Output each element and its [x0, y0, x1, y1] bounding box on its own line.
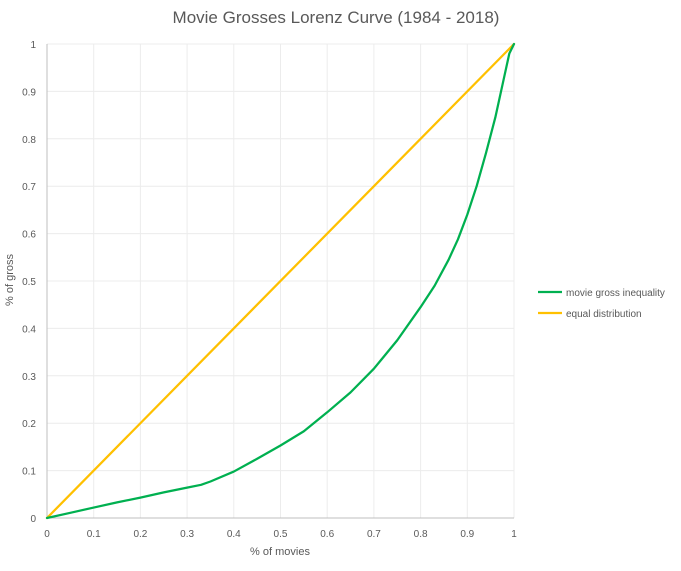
y-tick-label: 0.7: [22, 182, 36, 193]
series: [45, 42, 516, 520]
y-tick-label: 1: [30, 40, 36, 51]
y-axis-label: % of gross: [4, 254, 16, 306]
x-tick-label: 0: [44, 529, 50, 540]
series-line-equal-distribution: [45, 42, 516, 520]
y-tick-label: 0.3: [22, 372, 36, 383]
y-tick-label: 0.2: [22, 419, 36, 430]
x-tick-label: 0.2: [133, 529, 147, 540]
x-tick-label: 0.3: [180, 529, 194, 540]
series-line-movie-gross-inequality: [45, 42, 516, 520]
x-tick-label: 0.7: [367, 529, 381, 540]
y-tick-label: 0.9: [22, 87, 36, 98]
y-tick-label: 0.5: [22, 277, 36, 288]
x-tick-label: 0.8: [414, 529, 428, 540]
legend-label: movie gross inequality: [566, 288, 665, 299]
axes: [46, 44, 514, 519]
y-tick-label: 0.1: [22, 467, 36, 478]
y-tick-label: 0: [30, 514, 36, 525]
grid: [47, 43, 515, 518]
x-tick-label: 1: [511, 529, 517, 540]
x-tick-label: 0.4: [227, 529, 241, 540]
x-tick-label: 0.9: [460, 529, 474, 540]
x-tick-label: 0.6: [320, 529, 334, 540]
x-tick-label: 0.5: [274, 529, 288, 540]
legend-label: equal distribution: [566, 309, 642, 320]
y-tick-label: 0.8: [22, 135, 36, 146]
tick-labels: 0 0.1 0.2 0.3 0.4 0.5 0.6 0.7 0.8 0.9 1 0 0.1 0.2 0.3 0…: [22, 40, 517, 540]
x-axis-label: % of movies: [250, 546, 310, 558]
legend: movie gross inequality equal distribution: [538, 288, 665, 320]
x-tick-label: 0.1: [87, 529, 101, 540]
y-tick-label: 0.6: [22, 230, 36, 241]
chart-title: Movie Grosses Lorenz Curve (1984 - 2018): [173, 8, 500, 27]
y-tick-label: 0.4: [22, 324, 36, 335]
